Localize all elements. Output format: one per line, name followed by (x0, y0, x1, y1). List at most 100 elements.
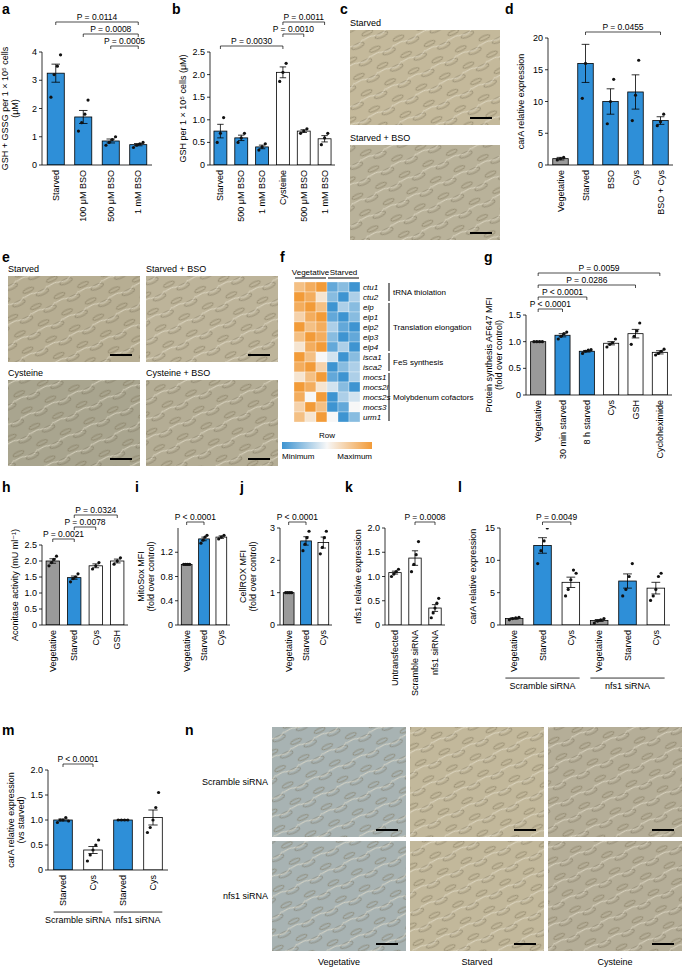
y-tick (382, 576, 385, 577)
data-point (119, 556, 122, 559)
data-point (536, 562, 539, 565)
data-point (535, 340, 538, 343)
data-point (581, 97, 584, 100)
y-tick (39, 545, 42, 546)
data-point (657, 352, 660, 355)
x-tick-label: Cys (148, 875, 158, 891)
y-tick (382, 600, 385, 601)
y-tick-label: 1.0 (508, 337, 521, 347)
data-point (61, 818, 64, 821)
data-point (260, 145, 263, 148)
marks (181, 534, 226, 625)
micrograph-base (146, 380, 278, 466)
heatmap-cell (349, 362, 360, 372)
y-tick (497, 528, 500, 529)
x-axis (48, 870, 168, 871)
heatmap-cell (349, 332, 360, 342)
y-tick (39, 561, 42, 562)
image-label: Starved (350, 18, 381, 28)
data-point (508, 618, 511, 621)
data-point (216, 141, 219, 144)
heatmap-cell (316, 302, 327, 312)
data-point (257, 148, 260, 151)
heatmap-cell (294, 362, 305, 372)
error-bar (238, 135, 244, 140)
row-group-label: Molybdenum cofactors (393, 393, 473, 402)
y-tick (523, 395, 526, 396)
data-point (621, 594, 624, 597)
error-bar (301, 130, 307, 133)
data-point (236, 141, 239, 144)
data-point (243, 132, 246, 135)
y-tick-label: 0 (490, 620, 495, 630)
data-point (146, 831, 149, 834)
data-point (654, 353, 657, 356)
micrograph-base (548, 727, 682, 837)
p-value: P = 0.0059 (578, 263, 619, 273)
row-label: isca2 (363, 363, 382, 372)
y-tick-label: 1.5 (367, 547, 380, 557)
data-point (581, 352, 584, 355)
row-group-label: FeS synthesis (393, 358, 443, 367)
data-point (56, 65, 59, 68)
significance-bracket (53, 539, 75, 542)
data-point (97, 561, 100, 564)
error-bar (607, 89, 615, 114)
x-tick-label: Starved (623, 630, 633, 661)
figure: a01234GSH + GSSG per 1 × 10⁵ cells(μM)St… (0, 0, 685, 978)
y-tick-label: 0 (538, 160, 543, 170)
heatmap-cell (294, 382, 305, 392)
y-axis-label: MitoSox MFI(fold over control) (136, 541, 156, 611)
micrograph (350, 145, 500, 240)
data-point (660, 350, 663, 353)
y-tick-label: 2.0 (30, 765, 43, 775)
micrograph (410, 841, 544, 951)
heatmap-cell (338, 322, 349, 332)
error-bar (71, 576, 78, 579)
micrograph-base (146, 276, 278, 362)
x-tick-label: Starved (301, 630, 311, 661)
y-tick (39, 593, 42, 594)
y-tick (523, 368, 526, 369)
data-point (285, 62, 288, 65)
y-tick-label: 0 (516, 390, 521, 400)
panel-letter: b (172, 1, 181, 17)
y-tick (497, 592, 500, 593)
bar (276, 72, 289, 165)
data-point (320, 143, 323, 146)
y-tick-label: 0.5 (508, 363, 521, 373)
x-axis (385, 625, 445, 626)
error-bar (632, 75, 640, 109)
panel-letter: m (2, 722, 14, 738)
data-point (654, 588, 657, 591)
y-tick (39, 136, 42, 137)
p-value: P = 0.0008 (90, 24, 131, 34)
x-tick-label: Vegetative (509, 630, 519, 672)
panel-letter: c (340, 1, 348, 17)
y-tick (39, 108, 42, 109)
heatmap-cell (327, 312, 338, 322)
heatmap-cell (349, 322, 360, 332)
y-axis-label: nfs1 relative expression (353, 529, 363, 624)
y-tick-label: 1.5 (192, 92, 205, 102)
micrograph-base (350, 145, 500, 240)
data-point (321, 546, 324, 549)
heatmap-cell (294, 302, 305, 312)
data-point (599, 618, 602, 621)
scale-bar (652, 943, 674, 945)
data-point (611, 341, 614, 344)
marks (531, 321, 668, 395)
group-label: nfs1 siRNA (115, 915, 160, 925)
micrograph (8, 380, 140, 466)
data-point (430, 616, 433, 619)
heatmap-cell (338, 352, 349, 362)
image-label: Cysteine + BSO (146, 368, 210, 378)
row-group-line (389, 353, 390, 371)
heatmap-cell (305, 282, 316, 292)
micrograph (350, 30, 500, 125)
data-point (302, 130, 305, 133)
y-axis-label-line: (μM) (10, 99, 20, 118)
data-point (59, 818, 62, 821)
heatmap-cell (349, 282, 360, 292)
y-tick (545, 101, 548, 102)
